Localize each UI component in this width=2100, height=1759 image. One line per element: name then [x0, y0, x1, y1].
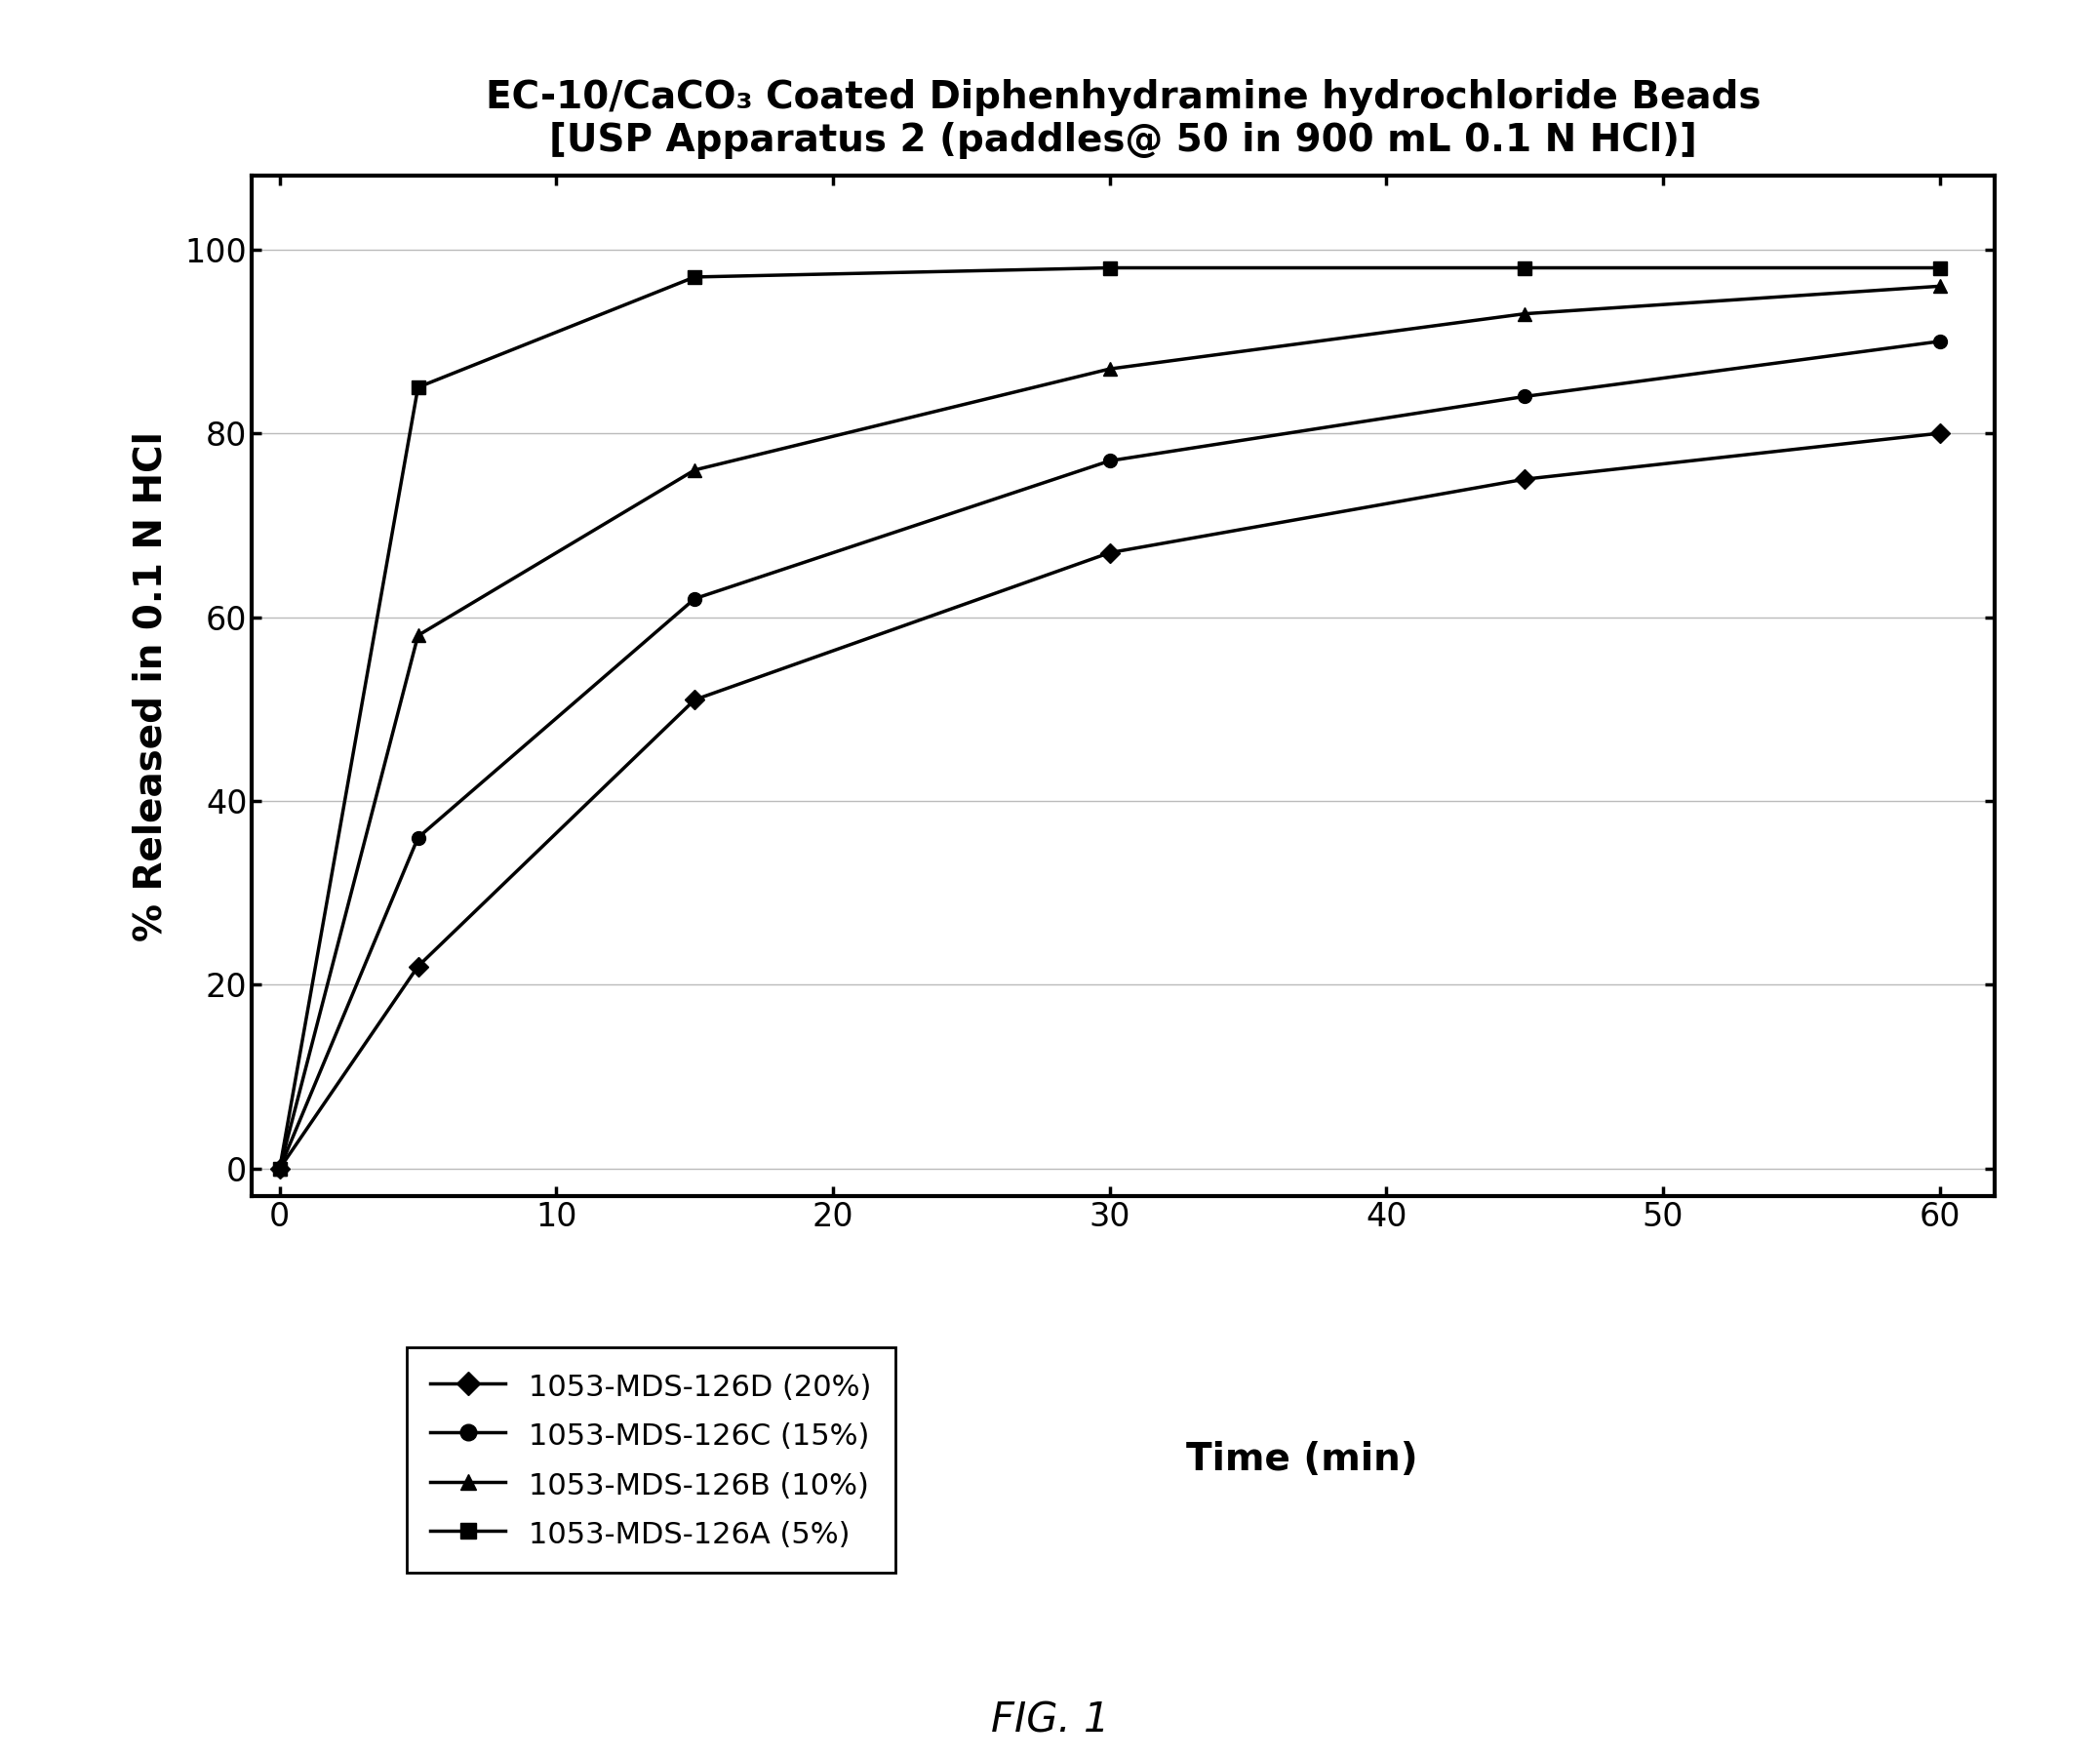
1053-MDS-126A (5%) — [1096, 257, 1121, 278]
Line: 1053-MDS-126A (5%): 1053-MDS-126A (5%) — [273, 260, 1947, 1175]
1053-MDS-126C (15%) — [1512, 385, 1537, 406]
Line: 1053-MDS-126B (10%): 1053-MDS-126B (10%) — [273, 280, 1947, 1175]
1053-MDS-126D (20%) — [1512, 468, 1537, 489]
Title: EC-10/CaCO₃ Coated Diphenhydramine hydrochloride Beads
[USP Apparatus 2 (paddles: EC-10/CaCO₃ Coated Diphenhydramine hydro… — [485, 79, 1762, 160]
1053-MDS-126C (15%) — [683, 588, 708, 609]
1053-MDS-126C (15%) — [405, 827, 430, 848]
1053-MDS-126B (10%) — [1096, 359, 1121, 380]
1053-MDS-126A (5%) — [405, 376, 430, 398]
1053-MDS-126A (5%) — [267, 1157, 292, 1179]
1053-MDS-126B (10%) — [683, 459, 708, 480]
1053-MDS-126B (10%) — [267, 1157, 292, 1179]
1053-MDS-126D (20%) — [683, 690, 708, 711]
1053-MDS-126B (10%) — [1512, 303, 1537, 324]
1053-MDS-126B (10%) — [405, 624, 430, 646]
Text: FIG. 1: FIG. 1 — [991, 1701, 1109, 1741]
1053-MDS-126D (20%) — [267, 1157, 292, 1179]
1053-MDS-126A (5%) — [683, 266, 708, 287]
1053-MDS-126C (15%) — [1928, 331, 1953, 352]
1053-MDS-126D (20%) — [405, 955, 430, 976]
1053-MDS-126C (15%) — [267, 1157, 292, 1179]
Line: 1053-MDS-126D (20%): 1053-MDS-126D (20%) — [273, 426, 1947, 1175]
1053-MDS-126D (20%) — [1096, 542, 1121, 563]
1053-MDS-126A (5%) — [1928, 257, 1953, 278]
1053-MDS-126C (15%) — [1096, 450, 1121, 471]
1053-MDS-126A (5%) — [1512, 257, 1537, 278]
Legend: 1053-MDS-126D (20%), 1053-MDS-126C (15%), 1053-MDS-126B (10%), 1053-MDS-126A (5%: 1053-MDS-126D (20%), 1053-MDS-126C (15%)… — [407, 1347, 895, 1573]
Text: Time (min): Time (min) — [1186, 1441, 1418, 1479]
Y-axis label: % Released in 0.1 N HCl: % Released in 0.1 N HCl — [132, 431, 168, 941]
Line: 1053-MDS-126C (15%): 1053-MDS-126C (15%) — [273, 334, 1947, 1175]
1053-MDS-126B (10%) — [1928, 276, 1953, 297]
1053-MDS-126D (20%) — [1928, 422, 1953, 443]
